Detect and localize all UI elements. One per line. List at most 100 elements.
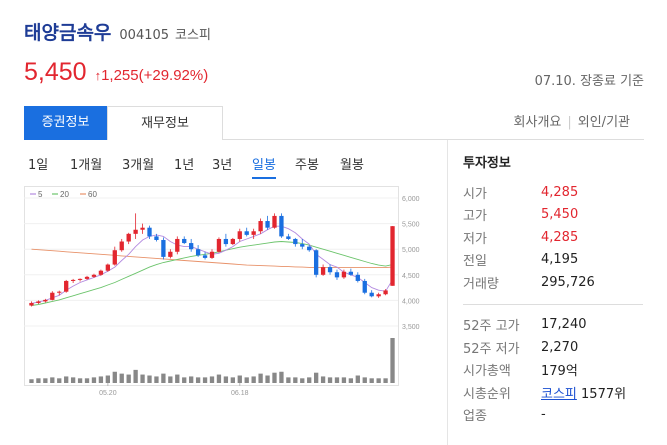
candle-body bbox=[369, 292, 374, 297]
candle-body bbox=[334, 272, 340, 278]
candle-body bbox=[154, 236, 159, 240]
candle-body bbox=[105, 264, 111, 271]
volume-bar bbox=[77, 378, 83, 383]
candle-body bbox=[209, 251, 215, 258]
candle-body bbox=[189, 243, 194, 250]
info-tabs: 증권정보 재무정보 회사개요 | 외인/기관 bbox=[24, 106, 644, 140]
volume-bar bbox=[348, 378, 354, 383]
volume-bar bbox=[84, 378, 90, 383]
volume-bar bbox=[57, 378, 62, 383]
info-label: 전일 bbox=[463, 254, 487, 270]
volume-bar bbox=[244, 377, 249, 383]
volume-bar bbox=[286, 377, 291, 383]
candle-body bbox=[91, 274, 97, 277]
volume-bar bbox=[29, 379, 34, 383]
candle-body bbox=[57, 291, 62, 293]
candle-body bbox=[182, 238, 187, 244]
candle-body bbox=[272, 215, 277, 228]
legend-label: 60 bbox=[88, 190, 97, 199]
candle-body bbox=[29, 302, 34, 306]
volume-bar bbox=[355, 375, 360, 383]
y-tick-label: 6,000 bbox=[402, 196, 420, 203]
candle-body bbox=[147, 227, 152, 237]
candle-body bbox=[320, 267, 326, 275]
volume-bar bbox=[43, 378, 48, 383]
volume-bar bbox=[147, 375, 152, 383]
candle-body bbox=[126, 233, 131, 242]
volume-bar bbox=[376, 378, 381, 383]
price-chart[interactable]: 6,000 5,500 5,000 4,500 4,000 3,500 5 20 60 05.20… bbox=[24, 186, 434, 401]
kospi-link[interactable]: 코스피 bbox=[541, 386, 577, 402]
info-value: 4,195 bbox=[541, 252, 579, 268]
info-row-sector: 업종 - bbox=[463, 404, 653, 427]
rank-value: 1577위 bbox=[581, 386, 627, 402]
tab-financial-info[interactable]: 재무정보 bbox=[107, 106, 223, 140]
period-3month[interactable]: 3개월 bbox=[122, 158, 155, 173]
period-1month[interactable]: 1개월 bbox=[70, 158, 103, 173]
info-label: 52주 저가 bbox=[463, 341, 520, 357]
company-overview-link[interactable]: 회사개요 bbox=[513, 115, 562, 130]
candle-body bbox=[383, 290, 388, 295]
period-3year[interactable]: 3년 bbox=[212, 158, 233, 173]
candle-body bbox=[258, 221, 263, 232]
price-change: ↑1,255(+29.92%) bbox=[95, 67, 209, 84]
quote-date: 07.10. bbox=[534, 74, 576, 89]
info-value: 295,726 bbox=[541, 274, 595, 290]
y-tick-label: 4,000 bbox=[402, 298, 420, 305]
candle-body bbox=[313, 250, 319, 275]
price-row: 5,450 ↑1,255(+29.92%) 07.10. 장종료 기준 bbox=[24, 58, 644, 89]
info-value: 179억 bbox=[541, 364, 578, 380]
candle-body bbox=[64, 280, 69, 292]
period-1year[interactable]: 1년 bbox=[174, 158, 195, 173]
info-row-52w-low: 52주 저가 2,270 bbox=[463, 336, 653, 359]
info-label: 52주 고가 bbox=[463, 319, 520, 335]
candle-body bbox=[355, 274, 360, 281]
stock-code: 004105 bbox=[119, 28, 170, 43]
info-label: 저가 bbox=[463, 231, 487, 247]
volume-bar bbox=[202, 377, 208, 383]
info-label: 시가 bbox=[463, 186, 487, 202]
volume-bar bbox=[133, 369, 138, 383]
candle-body bbox=[348, 271, 354, 275]
candle-body bbox=[279, 215, 284, 237]
stock-name[interactable]: 태양금속우 bbox=[24, 22, 112, 44]
info-value: 2,270 bbox=[541, 339, 579, 355]
volume-bar bbox=[105, 375, 111, 383]
tab-securities-info[interactable]: 증권정보 bbox=[24, 106, 107, 140]
volume-bar bbox=[216, 374, 222, 383]
info-row-low: 저가 4,285 bbox=[463, 226, 653, 249]
info-row-52w-high: 52주 고가 17,240 bbox=[463, 314, 653, 337]
candle-body bbox=[84, 276, 90, 279]
candle-body bbox=[175, 238, 180, 252]
investment-info-title: 투자정보 bbox=[463, 156, 511, 171]
volume-bar bbox=[140, 374, 145, 383]
volume-bar bbox=[209, 376, 215, 383]
x-tick-label: 05.20 bbox=[99, 390, 117, 397]
candle-body bbox=[202, 255, 208, 258]
period-monthly[interactable]: 월봉 bbox=[340, 158, 364, 173]
change-percent: (+29.92%) bbox=[138, 67, 209, 84]
stock-header: 태양금속우 004105 코스피 bbox=[24, 18, 644, 45]
foreign-institution-link[interactable]: 외인/기관 bbox=[577, 115, 630, 130]
volume-bar bbox=[293, 377, 298, 383]
y-tick-label: 5,500 bbox=[402, 222, 420, 229]
volume-bar bbox=[320, 376, 326, 383]
volume-bar bbox=[112, 371, 117, 383]
info-row-rank: 시총순위 코스피 1577위 bbox=[463, 381, 653, 404]
moving-average-ma60 bbox=[31, 248, 393, 269]
info-row-volume: 거래량 295,726 bbox=[463, 271, 653, 294]
period-1day[interactable]: 1일 bbox=[28, 158, 49, 173]
volume-bar bbox=[334, 377, 340, 383]
volume-bar bbox=[189, 376, 194, 383]
candle-body bbox=[168, 251, 173, 257]
candle-body bbox=[237, 231, 242, 239]
info-value: - bbox=[541, 407, 546, 423]
change-amount: 1,255 bbox=[101, 67, 139, 84]
period-weekly[interactable]: 주봉 bbox=[295, 158, 319, 173]
candle-body bbox=[70, 279, 76, 281]
market-status: 장종료 기준 bbox=[580, 74, 644, 89]
volume-bar bbox=[182, 377, 187, 383]
volume-bar bbox=[369, 378, 374, 383]
period-daily[interactable]: 일봉 bbox=[252, 154, 276, 179]
candle-body bbox=[341, 271, 347, 278]
